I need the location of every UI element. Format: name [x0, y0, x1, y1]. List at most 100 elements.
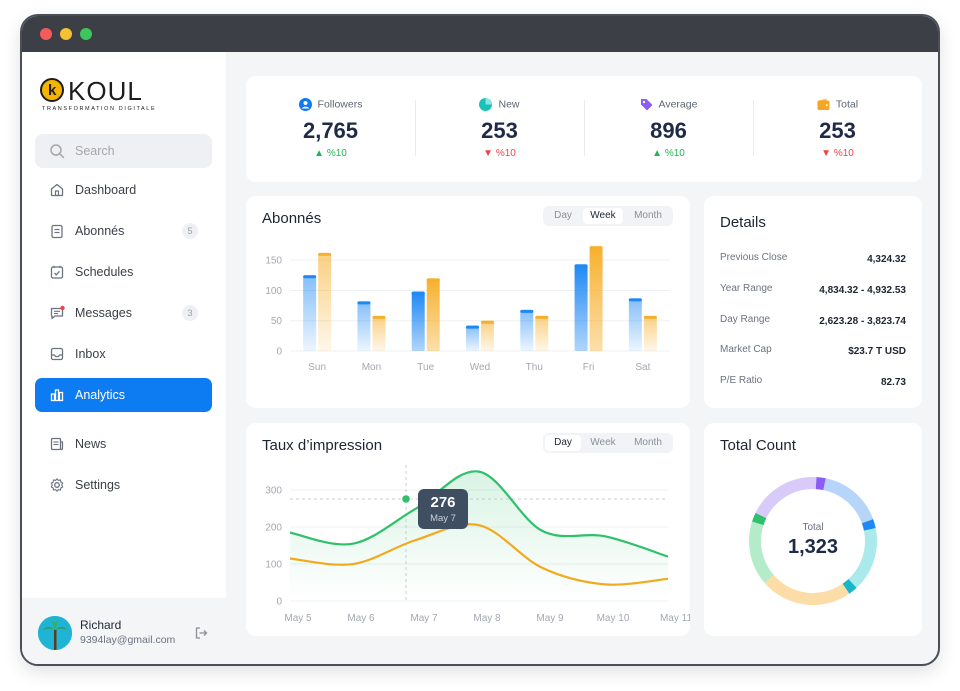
details-value: 82.73: [880, 377, 906, 388]
x-tick-label: May 7: [410, 613, 438, 624]
stat-new[interactable]: New 253 ▼ %10: [415, 76, 584, 182]
donut-slice: [823, 478, 874, 524]
stat-total[interactable]: Total 253 ▼ %10: [753, 76, 922, 182]
range-day[interactable]: Day: [545, 435, 581, 451]
message-icon: [50, 305, 65, 320]
sidebar-item-analytics[interactable]: Analytics: [35, 378, 212, 412]
tooltip-box: [418, 488, 468, 529]
bar-cap-series-1: [357, 301, 371, 305]
bar-cap-series-2: [481, 320, 494, 324]
sidebar-item-label: Settings: [75, 478, 121, 492]
range-day[interactable]: Day: [554, 210, 572, 221]
bar-series-2: [481, 320, 494, 351]
sidebar-item-label: Dashboard: [75, 183, 137, 197]
hover-point: [400, 493, 412, 505]
impression-title: Taux d’impression: [262, 437, 383, 454]
stat-value: 896: [650, 118, 687, 143]
range-week[interactable]: Week: [590, 437, 616, 448]
maximize-window-button[interactable]: [80, 28, 92, 40]
y-tick-label: 0: [276, 597, 282, 608]
clipboard-icon: [51, 224, 63, 239]
sidebar-item-dashboard[interactable]: Dashboard: [35, 173, 212, 207]
x-tick-label: May 6: [347, 613, 375, 624]
x-tick-label: Tue: [417, 362, 434, 373]
stat-delta: %10: [833, 148, 854, 159]
tag-icon: [640, 99, 653, 111]
logo-name: KOUL: [68, 76, 143, 106]
sidebar-item-settings[interactable]: Settings: [35, 468, 212, 502]
palm-tree-avatar-icon: [38, 616, 72, 650]
search-icon: [50, 144, 65, 159]
sidebar-item-label: Inbox: [75, 347, 106, 361]
bar-cap-series-1: [411, 291, 425, 295]
sidebar-item-inbox[interactable]: Inbox: [35, 337, 212, 371]
avatar[interactable]: [38, 616, 72, 650]
y-tick-label: 100: [265, 560, 282, 571]
bar-cap-series-1: [303, 275, 317, 279]
stats-card: Followers 2,765 ▲ %10 New 253 ▼ %10 Aver…: [246, 76, 922, 182]
sidebar-item-abonnes[interactable]: Abonnés 5: [35, 214, 212, 248]
bar-series-2: [426, 278, 440, 351]
donut-slice: [764, 574, 850, 605]
sidebar-item-label: Schedules: [75, 265, 134, 279]
bar-cap-series-1: [574, 264, 588, 268]
x-tick-label: May 9: [536, 613, 564, 624]
close-window-button[interactable]: [40, 28, 52, 40]
donut-slice: [815, 477, 826, 491]
home-icon: [50, 183, 64, 197]
abonnes-bar-chart: 0 50 100 150 Sun Mon Tue Wed Thu Fri Sat: [265, 246, 670, 373]
search-input[interactable]: [75, 134, 205, 168]
sidebar-item-label: News: [75, 437, 107, 451]
logout-icon[interactable]: [194, 626, 208, 640]
range-month[interactable]: Month: [634, 210, 662, 221]
x-tick-label: Thu: [526, 362, 543, 373]
user-email: 9394lay@gmail.com: [80, 634, 176, 646]
bar-series-1: [411, 291, 425, 351]
y-tick-label: 50: [271, 316, 283, 327]
window-titlebar: [22, 16, 938, 52]
y-tick-label: 200: [265, 523, 282, 534]
abonnes-title: Abonnés: [262, 210, 322, 227]
bar-series-1: [466, 325, 479, 351]
sidebar-item-label: Abonnés: [75, 224, 125, 238]
stat-value: 253: [819, 118, 856, 143]
count-badge: 5: [182, 223, 198, 239]
bar-series-2: [589, 246, 603, 351]
stat-label: Total: [835, 98, 859, 111]
stat-followers[interactable]: Followers 2,765 ▲ %10: [246, 76, 415, 182]
logo-tagline: TRANSFORMATION DIGITALE: [42, 106, 157, 112]
tooltip-value: 276: [430, 494, 455, 511]
details-label: Market Cap: [720, 344, 772, 355]
count-badge: 3: [182, 305, 198, 321]
range-week[interactable]: Week: [583, 208, 623, 224]
bar-cap-series-1: [628, 298, 642, 302]
donut-center-value: 1,323: [788, 536, 838, 558]
donut-center-label: Total: [802, 522, 823, 533]
minimize-window-button[interactable]: [60, 28, 72, 40]
details-value: 2,623.28 - 3,823.74: [819, 316, 906, 327]
donut-slice: [842, 578, 857, 594]
details-label: Day Range: [720, 314, 771, 325]
bar-cap-series-2: [426, 278, 440, 282]
calendar-check-icon: [50, 265, 64, 279]
y-tick-label: 0: [276, 347, 282, 358]
bar-series-1: [520, 309, 534, 351]
stat-average[interactable]: Average 896 ▲ %10: [584, 76, 753, 182]
line-series-2: [289, 523, 669, 586]
bar-cap-series-1: [466, 325, 479, 329]
details-card: Details Previous Close 4,324.32 Year Rang…: [704, 196, 922, 408]
stat-delta: %10: [326, 148, 347, 159]
gear-icon: [50, 478, 64, 492]
bar-series-1: [628, 298, 642, 351]
bar-series-1: [574, 264, 588, 351]
range-month[interactable]: Month: [634, 437, 662, 448]
sidebar-item-schedules[interactable]: Schedules: [35, 255, 212, 289]
sidebar-item-news[interactable]: News: [35, 427, 212, 461]
logo-mark: k: [40, 78, 64, 102]
bar-series-1: [357, 301, 371, 351]
stat-delta: %10: [495, 148, 516, 159]
impression-card: Taux d’impression Day Week Month 0 100 200…: [246, 423, 690, 636]
tooltip-date: May 7: [430, 513, 456, 524]
bar-cap-series-2: [643, 315, 657, 319]
sidebar-item-messages[interactable]: Messages 3: [35, 296, 212, 330]
